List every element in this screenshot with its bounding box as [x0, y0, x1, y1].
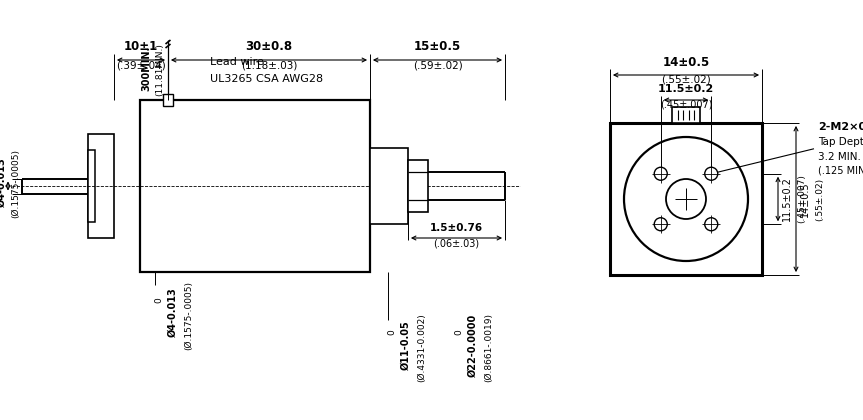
- Text: 11.5±0.2: 11.5±0.2: [782, 176, 792, 221]
- Text: (1.18±.03): (1.18±.03): [241, 60, 297, 70]
- Text: (.06±.03): (.06±.03): [433, 238, 480, 248]
- Text: 1.5±0.76: 1.5±0.76: [430, 223, 483, 233]
- Text: 14±0.5: 14±0.5: [800, 181, 810, 217]
- Text: 14±0.5: 14±0.5: [663, 55, 709, 68]
- Text: Lead wire: Lead wire: [210, 57, 264, 67]
- Text: (Ø.1575-.0005): (Ø.1575-.0005): [185, 281, 193, 349]
- Text: 3.2 MIN.: 3.2 MIN.: [818, 152, 861, 162]
- Text: (.39±.04): (.39±.04): [117, 60, 166, 70]
- Circle shape: [654, 167, 667, 180]
- Text: (.45±.007): (.45±.007): [797, 175, 807, 223]
- Circle shape: [705, 218, 718, 231]
- Text: (11.81MIN.): (11.81MIN.): [155, 44, 165, 97]
- Bar: [88, 134, 114, 238]
- Text: UL3265 CSA AWG28: UL3265 CSA AWG28: [210, 74, 323, 84]
- Text: 0: 0: [387, 329, 396, 335]
- Text: (.55±.02): (.55±.02): [661, 75, 711, 85]
- Bar: [163, 94, 173, 106]
- Text: 11.5±0.2: 11.5±0.2: [658, 84, 714, 94]
- Text: (.55±.02): (.55±.02): [816, 177, 824, 220]
- Bar: [140, 100, 370, 272]
- Text: Ø22-0.0000: Ø22-0.0000: [468, 313, 478, 377]
- Bar: [88, 150, 95, 222]
- Text: 0: 0: [455, 329, 463, 335]
- Text: (Ø.1575-.0005): (Ø.1575-.0005): [11, 150, 21, 218]
- Bar: [408, 160, 428, 212]
- Circle shape: [705, 167, 718, 180]
- Text: 15±0.5: 15±0.5: [414, 40, 461, 53]
- Circle shape: [654, 218, 667, 231]
- Text: 2-M2×0.4: 2-M2×0.4: [818, 122, 863, 132]
- Text: 30±0.8: 30±0.8: [245, 40, 293, 53]
- Text: (.59±.02): (.59±.02): [413, 60, 463, 70]
- Text: (.45±.007): (.45±.007): [659, 100, 712, 110]
- Text: Ø11-0.05: Ø11-0.05: [401, 320, 411, 370]
- Text: (.125 MIN.): (.125 MIN.): [818, 166, 863, 176]
- Bar: [672, 107, 700, 123]
- Text: (Ø.8661-.0019): (Ø.8661-.0019): [484, 313, 494, 383]
- Bar: [610, 123, 762, 275]
- Text: (Ø.4331-0.002): (Ø.4331-0.002): [418, 314, 426, 382]
- Text: Tap Depth: Tap Depth: [818, 137, 863, 147]
- Bar: [370, 148, 408, 224]
- Text: 10±1: 10±1: [124, 40, 158, 53]
- Text: 0: 0: [154, 297, 163, 303]
- Text: 300MIN.: 300MIN.: [141, 45, 151, 91]
- Text: Ø4-0.013: Ø4-0.013: [0, 157, 7, 207]
- Text: Ø4-0.013: Ø4-0.013: [168, 287, 178, 337]
